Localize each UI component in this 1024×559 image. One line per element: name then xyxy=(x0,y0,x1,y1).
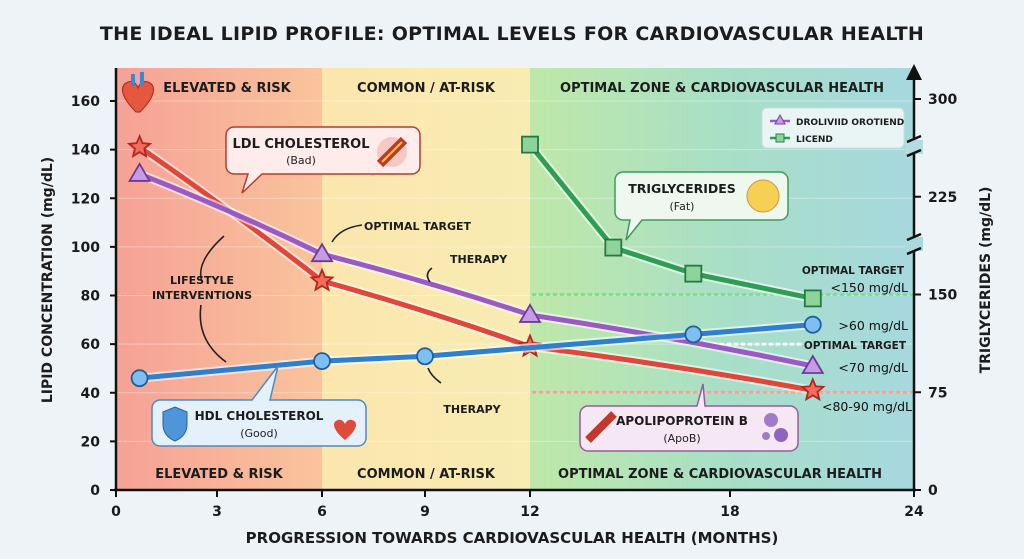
ldl-point xyxy=(126,133,153,159)
hdl-callout-sub: (Good) xyxy=(240,427,278,440)
x-tick-label: 9 xyxy=(420,504,430,520)
x-tick-label: 6 xyxy=(317,504,327,520)
particles-icon xyxy=(762,413,788,442)
y-tick-label: 0 xyxy=(90,483,100,499)
tg-target-label: OPTIMAL TARGET xyxy=(802,265,905,277)
x-tick-label: 12 xyxy=(520,504,539,520)
hdl-target-value: >60 mg/dL xyxy=(838,318,908,333)
x-tick-label: 18 xyxy=(720,504,739,520)
hdl-point xyxy=(130,369,149,388)
apob-point xyxy=(518,303,542,323)
hdl-point xyxy=(313,352,331,371)
tg-point xyxy=(803,289,822,308)
zone-label-elevated-top: ELEVATED & RISK xyxy=(163,81,291,96)
y2-tick-label: 150 xyxy=(928,288,957,304)
zone-label-elevated-bottom: ELEVATED & RISK xyxy=(155,467,283,482)
tg-target-value: <150 mg/dL xyxy=(830,280,908,295)
y-tick-label: 20 xyxy=(81,434,101,450)
vessel-icon xyxy=(585,411,617,443)
ldl-target-label: OPTIMAL TARGET xyxy=(804,340,907,352)
y-tick-label: 100 xyxy=(71,240,100,256)
tg-point xyxy=(604,238,623,257)
legend-triangle-icon xyxy=(774,113,786,125)
x-tick-label: 3 xyxy=(212,504,222,520)
ldl-point xyxy=(309,267,335,292)
hdl-callout: HDL CHOLESTEROL (Good) xyxy=(151,365,367,447)
ldl-callout-title: LDL CHOLESTEROL xyxy=(233,137,370,152)
y-tick-label: 140 xyxy=(71,143,100,159)
ldl-point xyxy=(800,376,826,402)
ldl-target-value: <70 mg/dL xyxy=(838,360,908,375)
y-axis-right-label: TRIGLYCERIDES (mg/dL) xyxy=(978,187,994,374)
y-tick-label: 60 xyxy=(81,337,101,353)
annotation-optimal-target: OPTIMAL TARGET xyxy=(364,220,471,233)
annotation-therapy-2: THERAPY xyxy=(443,403,501,416)
tg-callout: TRIGLYCERIDES (Fat) xyxy=(614,171,789,241)
annotation-therapy-1: THERAPY xyxy=(450,253,508,266)
x-axis-label: PROGRESSION TOWARDS CARDIOVASCULAR HEALT… xyxy=(246,529,779,547)
ldl-callout: LDL CHOLESTEROL (Bad) xyxy=(225,126,421,194)
legend-label-2: LICEND xyxy=(796,135,833,145)
hdl-callout-title: HDL CHOLESTEROL xyxy=(195,409,324,423)
ldl-callout-sub: (Bad) xyxy=(286,154,316,167)
zone-label-common-bottom: COMMON / AT-RISK xyxy=(357,467,496,482)
apob-target-value: <80-90 mg/dL xyxy=(822,399,912,414)
tg-point xyxy=(521,135,539,154)
y-tick-label: 120 xyxy=(71,191,100,207)
apob-line xyxy=(137,171,816,369)
annotation-lifestyle-2: INTERVENTIONS xyxy=(152,289,252,302)
fat-cell-icon xyxy=(746,179,780,213)
x-tick-label: 24 xyxy=(904,504,924,520)
tg-point xyxy=(684,264,703,283)
annotation-arrows xyxy=(199,224,442,384)
legend-square-icon xyxy=(775,133,785,143)
tg-callout-title: TRIGLYCERIDES xyxy=(628,181,736,196)
y-tick-label: 40 xyxy=(81,386,101,402)
apob-callout-title: APOLIPOPROTEIN B xyxy=(616,414,748,428)
hdl-point xyxy=(803,315,822,334)
annotation-lifestyle-1: LIFESTYLE xyxy=(170,274,234,287)
shield-icon xyxy=(162,406,188,442)
artery-icon xyxy=(376,136,408,168)
axis-break-icon xyxy=(905,134,923,256)
y-tick-label: 80 xyxy=(81,289,101,305)
apob-point xyxy=(801,354,825,374)
hdl-point xyxy=(416,347,434,366)
y2-tick-label: 0 xyxy=(928,483,938,499)
y2-tick-label: 300 xyxy=(928,92,957,108)
y-axis-right-arrow-icon xyxy=(906,64,922,80)
y-tick-label: 160 xyxy=(71,94,100,110)
x-tick-label: 0 xyxy=(111,504,121,520)
heart-icon xyxy=(121,72,155,113)
zone-label-common-top: COMMON / AT-RISK xyxy=(357,81,496,96)
y2-tick-label: 75 xyxy=(928,385,947,401)
hdl-point xyxy=(684,325,703,344)
legend: DROLIVIID OROTIEND LICEND xyxy=(761,107,905,149)
heart-small-icon xyxy=(333,419,357,440)
tg-callout-sub: (Fat) xyxy=(670,200,695,213)
y2-tick-label: 225 xyxy=(928,190,957,206)
legend-label-1: DROLIVIID OROTIEND xyxy=(796,118,904,128)
zone-label-optimal-bottom: OPTIMAL ZONE & CARDIOVASCULAR HEALTH xyxy=(558,467,882,482)
apob-callout-sub: (ApoB) xyxy=(663,432,700,445)
chart-title: THE IDEAL LIPID PROFILE: OPTIMAL LEVELS … xyxy=(100,23,924,45)
tg-line xyxy=(527,142,816,301)
zone-label-optimal-top: OPTIMAL ZONE & CARDIOVASCULAR HEALTH xyxy=(560,81,884,96)
apob-point xyxy=(127,162,152,182)
apob-point xyxy=(310,242,334,263)
apob-callout: APOLIPOPROTEIN B (ApoB) xyxy=(579,383,799,452)
y-axis-left-label: LIPID CONCENTRATION (mg/dL) xyxy=(40,157,56,403)
